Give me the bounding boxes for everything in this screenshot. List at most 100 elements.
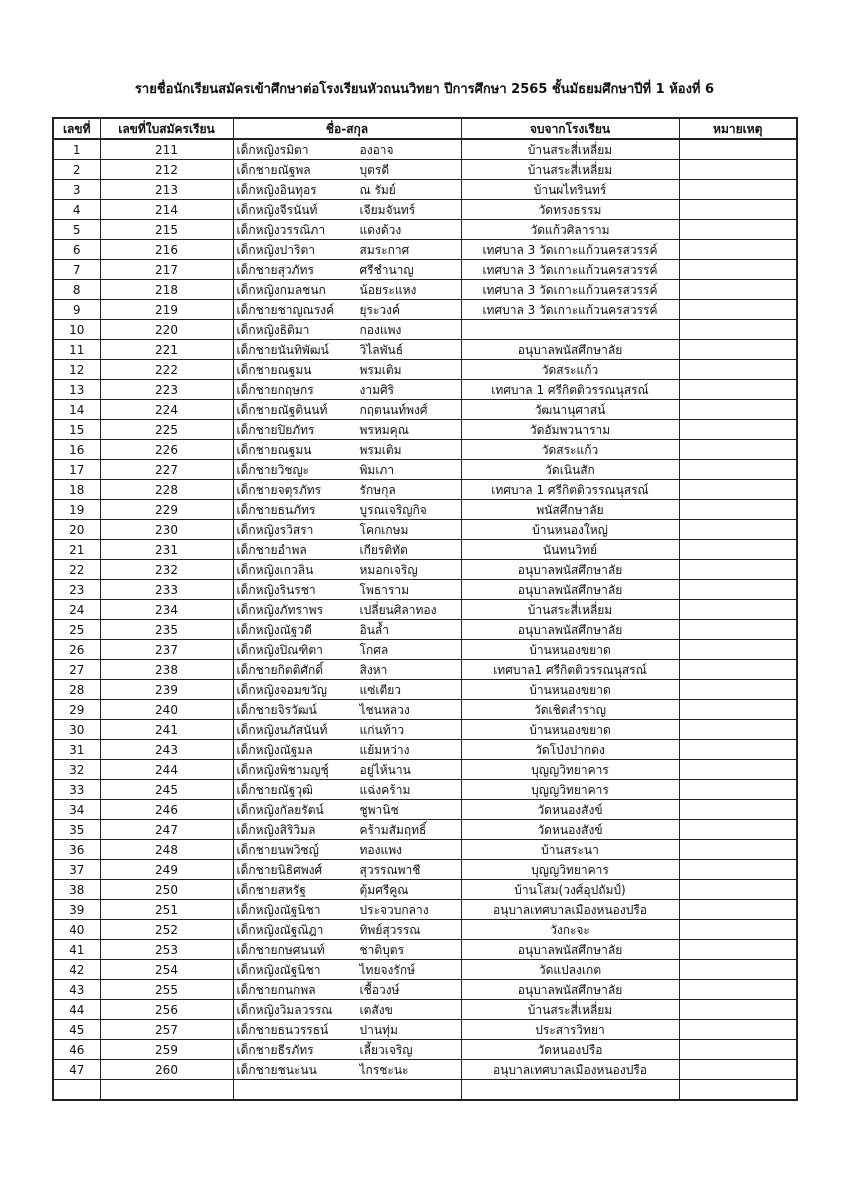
first-name: เด็กหญิงณัฐนิชา [236, 962, 321, 977]
student-name: เด็กหญิงรมิตา องอาจ [232, 138, 462, 160]
row-number: 31 [52, 739, 101, 760]
application-number: 243 [99, 739, 234, 760]
row-number: 29 [52, 699, 101, 720]
table-row: 47 260 เด็กชายชนะนน ไกรชะนะ อนุบาลเทศบาลเมือ… [52, 1059, 798, 1080]
table-row: 24 234 เด็กหญิงภัทราพร เปลี่ยนศิลาทอง บ้านสร… [52, 599, 798, 620]
student-name: เด็กหญิงณัฐนิชา ประจวบกลาง [232, 899, 462, 920]
application-number: 226 [99, 439, 234, 460]
student-name: เด็กชายจตุรภัทร รักษกุล [232, 479, 462, 500]
remarks [678, 999, 798, 1020]
table-row: 31 243 เด็กหญิงณัฐมล แย้มหว่าง วัดโป่งปากดง [52, 739, 798, 760]
table-row: 7 217 เด็กชายสุวภัทร ศรีชำนาญ เทศบาล 3 วัดเก… [52, 259, 798, 280]
last-name: พรมเติม [359, 442, 402, 457]
first-name: เด็กชายปิยภัทร [236, 422, 315, 437]
student-name: เด็กชายณัฐตินนท์ กฤตนนท์พงศ์ [232, 399, 462, 420]
first-name: เด็กชายอำพล [236, 542, 307, 557]
last-name: งามศิริ [359, 382, 395, 397]
last-name: โคกเกษม [359, 522, 409, 537]
previous-school: เทศบาล 3 วัดเกาะแก้วนครสวรรค์ [460, 259, 680, 280]
remarks [678, 959, 798, 980]
application-number: 237 [99, 639, 234, 660]
previous-school: อนุบาลพนัสศึกษาลัย [460, 579, 680, 600]
table-row: 11 221 เด็กชายนันทิพัฒน์ วิไลพันธ์ อนุบาลพนั… [52, 339, 798, 360]
header-row: เลขที่ เลขที่ใบสมัครเรียน ชื่อ-สกุล จบจา… [52, 117, 798, 140]
row-number: 36 [52, 839, 101, 860]
student-name: เด็กชายณัฐพล บุตรดี [232, 159, 462, 180]
previous-school: บ้านหนองขยาด [460, 639, 680, 660]
first-name: เด็กหญิงณัฐมล [236, 742, 313, 757]
row-number: 40 [52, 919, 101, 940]
row-number: 20 [52, 519, 101, 540]
last-name: เตสังข [359, 1002, 393, 1017]
row-number: 42 [52, 959, 101, 980]
table-row: 12 222 เด็กชายณฐมน พรมเติม วัดสระแก้ว [52, 359, 798, 380]
last-name: เจียมจันทร์ [359, 202, 416, 217]
remarks [678, 839, 798, 860]
table-row: 32 244 เด็กหญิงพิชามญชุ์ อยู่ไห้นาน บุญญวิทย… [52, 759, 798, 780]
row-number: 35 [52, 819, 101, 840]
first-name: เด็กหญิงวรรณิภา [236, 222, 326, 237]
row-number: 19 [52, 499, 101, 520]
remarks [678, 339, 798, 360]
student-name: เด็กหญิงรินรชา โพธาราม [232, 579, 462, 600]
application-number: 260 [99, 1059, 234, 1080]
previous-school: วัดเชิดสำราญ [460, 699, 680, 720]
header-name: ชื่อ-สกุล [232, 117, 462, 140]
last-name: ชูพานิช [359, 802, 399, 817]
student-name: เด็กหญิงนภัสนันท์ แก่นท้าว [232, 719, 462, 740]
remarks [678, 239, 798, 260]
previous-school: วัดโป่งปากดง [460, 739, 680, 760]
remarks [678, 1039, 798, 1060]
application-number: 253 [99, 939, 234, 960]
application-number: 239 [99, 679, 234, 700]
remarks [678, 579, 798, 600]
previous-school: เทศบาล 3 วัดเกาะแก้วนครสวรรค์ [460, 239, 680, 260]
last-name: เปลี่ยนศิลาทอง [359, 602, 437, 617]
remarks [678, 379, 798, 400]
application-number: 221 [99, 339, 234, 360]
remarks [678, 539, 798, 560]
table-row: 30 241 เด็กหญิงนภัสนันท์ แก่นท้าว บ้านหนองขย… [52, 719, 798, 740]
table-row: 17 227 เด็กชายวิชญะ พิมเภา วัดเนินสัก [52, 459, 798, 480]
first-name: เด็กหญิงธิติมา [236, 322, 310, 337]
last-name: ชาติบุตร [359, 942, 405, 957]
application-number: 225 [99, 419, 234, 440]
application-number [99, 1079, 234, 1101]
row-number: 2 [52, 159, 101, 180]
row-number: 33 [52, 779, 101, 800]
application-number: 256 [99, 999, 234, 1020]
row-number: 37 [52, 859, 101, 880]
table-row: 28 239 เด็กหญิงจอมขวัญ แซ่เตียว บ้านหนองขยาด [52, 679, 798, 700]
student-name: เด็กชายกษศนนท์ ชาติบุตร [232, 939, 462, 960]
application-number: 224 [99, 399, 234, 420]
first-name: เด็กหญิงรวิสรา [236, 522, 314, 537]
last-name: ปานทุ่ม [359, 1022, 398, 1037]
remarks [678, 439, 798, 460]
previous-school: วัดหนองปรือ [460, 1039, 680, 1060]
first-name: เด็กชายณัฐวุฒิ [236, 782, 313, 797]
table-row: 1 211 เด็กหญิงรมิตา องอาจ บ้านสระสี่เหลี่ยม [52, 138, 798, 160]
application-number: 257 [99, 1019, 234, 1040]
student-name: เด็กหญิงกัลยรัตน์ ชูพานิช [232, 799, 462, 820]
remarks [678, 599, 798, 620]
last-name: ทองแพง [359, 842, 402, 857]
last-name: ยุระวงค์ [359, 302, 401, 317]
last-name: วิไลพันธ์ [359, 342, 404, 357]
previous-school: อนุบาลพนัสศึกษาลัย [460, 619, 680, 640]
row-number: 11 [52, 339, 101, 360]
row-number: 46 [52, 1039, 101, 1060]
remarks [678, 199, 798, 220]
previous-school: บ้านสระสี่เหลี่ยม [460, 159, 680, 180]
table-row: 2 212 เด็กชายณัฐพล บุตรดี บ้านสระสี่เหลี่ยม [52, 159, 798, 180]
last-name: แฉ่งคร้าม [359, 782, 411, 797]
last-name: น้อยระแหง [359, 282, 417, 297]
row-number: 4 [52, 199, 101, 220]
row-number: 45 [52, 1019, 101, 1040]
student-name: เด็กหญิงณัฐวดี อินล้ำ [232, 619, 462, 640]
last-name: เกียรติทัต [359, 542, 408, 557]
remarks [678, 419, 798, 440]
first-name: เด็กหญิงกมลชนก [236, 282, 326, 297]
row-number: 10 [52, 319, 101, 340]
last-name: แซ่เตียว [359, 682, 402, 697]
application-number: 222 [99, 359, 234, 380]
